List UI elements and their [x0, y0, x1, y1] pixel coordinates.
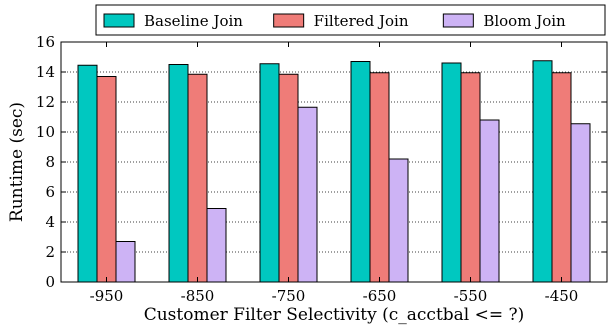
bar-bloom-join: [297, 106, 318, 283]
legend-swatch: [273, 13, 305, 28]
y-tick-label: 6: [45, 183, 55, 201]
x-tick-label: -850: [181, 287, 215, 305]
bar-baseline-join: [532, 60, 553, 283]
x-tick-label: -450: [545, 287, 579, 305]
legend-box: [95, 4, 606, 36]
grid: [61, 71, 607, 253]
y-axis: 0 2 4 6 8 10 12 14 16: [36, 33, 607, 291]
bar-baseline-join: [168, 64, 189, 283]
bar-filtered-join: [96, 76, 117, 283]
legend-label: Filtered Join: [314, 12, 409, 30]
y-tick-label: 4: [45, 213, 55, 231]
y-tick-label: 16: [36, 33, 55, 51]
x-axis: -950 -850 -750 -650 -550 -450: [90, 42, 579, 305]
legend: Baseline Join Filtered Join Bloom Join: [95, 4, 606, 36]
bar-baseline-join: [350, 61, 371, 283]
legend-swatch: [103, 13, 135, 28]
x-tick-label: -750: [272, 287, 306, 305]
bar-baseline-join: [441, 62, 462, 283]
y-tick-label: 12: [36, 93, 55, 111]
bar-filtered-join: [551, 72, 572, 283]
legend-swatch: [442, 13, 474, 28]
y-tick-label: 10: [36, 123, 55, 141]
x-tick-label: -950: [90, 287, 124, 305]
bar-bloom-join: [570, 123, 591, 283]
bar-filtered-join: [369, 72, 390, 283]
bar-baseline-join: [77, 64, 98, 283]
bar-filtered-join: [187, 73, 208, 283]
legend-label: Baseline Join: [144, 12, 243, 30]
x-tick-label: -550: [454, 287, 488, 305]
y-axis-title: Runtime (sec): [7, 102, 27, 222]
bar-bloom-join: [115, 241, 136, 283]
x-tick-label: -650: [363, 287, 397, 305]
bar-filtered-join: [278, 73, 299, 283]
y-tick-label: 14: [36, 63, 55, 81]
legend-label: Bloom Join: [483, 12, 566, 30]
bar-bloom-join: [388, 158, 409, 283]
bar-bloom-join: [479, 119, 500, 283]
y-tick-label: 8: [45, 153, 55, 171]
x-axis-title: Customer Filter Selectivity (c_acctbal <…: [144, 305, 525, 325]
bar-baseline-join: [259, 63, 280, 283]
y-tick-label: 2: [45, 243, 55, 261]
bar-filtered-join: [460, 72, 481, 283]
y-tick-label: 0: [45, 273, 55, 291]
bar-bloom-join: [206, 208, 227, 283]
bars: [77, 60, 591, 283]
